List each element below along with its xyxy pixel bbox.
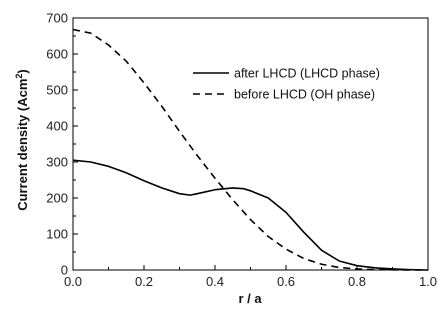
series-line-after-lhcd xyxy=(72,159,429,271)
x-axis-title: r / a xyxy=(238,291,262,306)
y-axis-title: Current density (Acm2) xyxy=(14,69,30,211)
x-tick-label: 1.0 xyxy=(419,274,437,289)
y-tick-label: 600 xyxy=(46,47,68,62)
x-tick-label: 0.2 xyxy=(135,274,153,289)
axes: 0.0 0.2 0.4 0.6 0.8 1.0 0 100 200 300 400 500 600 700 xyxy=(46,11,437,290)
x-tick-label: 0.0 xyxy=(64,274,82,289)
series-line-before-lhcd xyxy=(72,28,428,271)
y-tick-label: 400 xyxy=(46,119,68,134)
legend-label-after-lhcd: after LHCD (LHCD phase) xyxy=(234,67,380,81)
y-tick-label: 700 xyxy=(46,11,68,26)
y-axis-title-main: Current density (Acm xyxy=(15,79,30,211)
y-tick-label: 200 xyxy=(46,191,68,206)
x-tick-label: 0.6 xyxy=(277,274,295,289)
y-tick-label: 100 xyxy=(46,227,68,242)
legend: after LHCD (LHCD phase) before LHCD (OH p… xyxy=(193,67,380,102)
y-axis-title-superscript: 2 xyxy=(14,74,24,79)
y-tick-label: 300 xyxy=(46,155,68,170)
legend-label-before-lhcd: before LHCD (OH phase) xyxy=(234,88,375,102)
plot-area xyxy=(72,28,429,271)
plot-frame xyxy=(72,17,429,271)
x-tick-label: 0.4 xyxy=(206,274,224,289)
x-tick-label: 0.8 xyxy=(348,274,366,289)
y-tick-label: 500 xyxy=(46,83,68,98)
y-axis-title-end: ) xyxy=(15,69,30,73)
y-tick-label: 0 xyxy=(61,263,68,278)
